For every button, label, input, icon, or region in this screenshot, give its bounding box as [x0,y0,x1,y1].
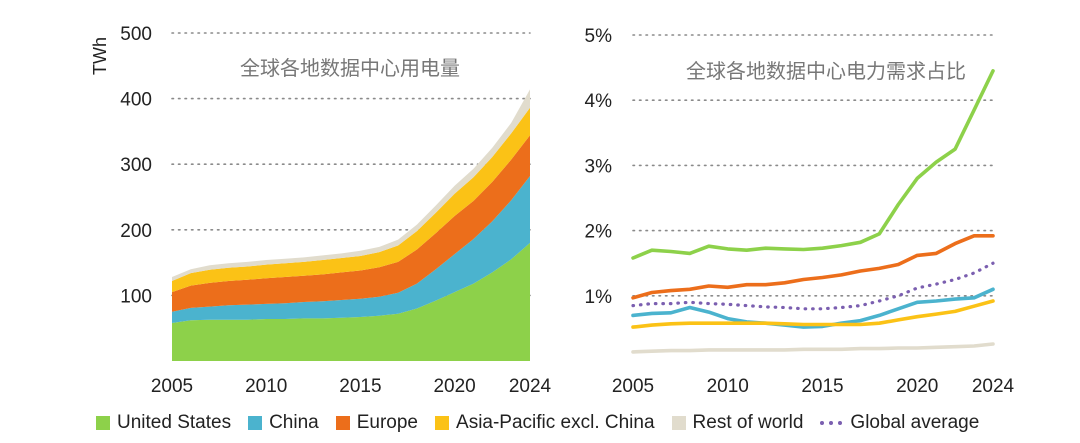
left-y-tick-label: 300 [120,155,152,176]
legend-label: Asia-Pacific excl. China [456,412,655,433]
right-y-tick-label: 3% [585,156,613,177]
legend-swatch-icon [248,416,263,430]
left-y-tick-label: 400 [120,90,152,111]
line-global-average [631,261,995,311]
left-x-tick-label: 2010 [245,376,287,397]
left-x-tick-label: 2020 [433,376,475,397]
legend-label: China [269,412,319,433]
line-china [631,287,995,329]
right-x-tick-label: 2020 [896,376,938,397]
legend-label: Global average [850,412,980,433]
left-x-tick-label: 2015 [339,376,381,397]
right-y-tick-label: 4% [585,91,613,112]
line-united-states [631,69,995,260]
left-y-tick-label: 200 [120,221,152,242]
area-united-states [172,242,530,361]
legend-item: Rest of world [671,412,804,434]
legend-swatch-icon [435,416,450,430]
right-x-tick-label: 2010 [707,376,749,397]
right-chart-title: 全球各地数据中心电力需求占比 [686,59,966,83]
right-y-tick-label: 5% [585,26,613,47]
legend-label: Rest of world [692,412,804,433]
legend-swatch-icon [335,416,350,430]
right-y-tick-label: 1% [585,287,613,308]
line-asia-pacific-excl-china [631,299,995,329]
legend: United States China Europe Asia-Pacific exc… [96,410,996,436]
legend-item: Global average [820,412,979,434]
left-chart-energy-consumption: 100 200 300 400 500 2005 2010 2015 2020 2024 TWh… [90,24,552,397]
area-rest-of-world [172,89,530,282]
dotted-line-icon [820,421,843,425]
left-chart-title: 全球各地数据中心用电量 [240,56,460,80]
area-asia-pacific-excl-china [172,107,530,293]
area-china [172,176,530,323]
legend-swatch-icon [96,416,110,430]
legend-item: China [248,412,319,434]
legend-label: United States [117,412,232,433]
legend-item: United States [96,412,231,434]
right-chart-power-share: 1% 2% 3% 4% 5% 2005 2010 2015 2020 2024 全球各地数据中心… [585,26,1015,397]
left-y-axis-label: TWh [90,37,110,75]
legend-swatch-icon [671,416,686,430]
left-x-tick-label: 2005 [151,376,193,397]
area-europe [172,135,530,312]
legend-item: Europe [335,412,419,434]
left-y-tick-label: 100 [120,286,152,307]
line-europe [631,234,995,300]
line-rest-of-world [631,342,995,354]
legend-item: Asia-Pacific excl. China [435,412,655,434]
right-x-tick-label: 2005 [612,376,654,397]
right-y-tick-label: 2% [585,222,613,243]
right-x-tick-label: 2015 [801,376,843,397]
legend-label: Europe [356,412,419,433]
right-x-tick-label: 2024 [972,376,1015,397]
left-x-tick-label: 2024 [509,376,552,397]
left-y-tick-label: 500 [120,24,152,45]
